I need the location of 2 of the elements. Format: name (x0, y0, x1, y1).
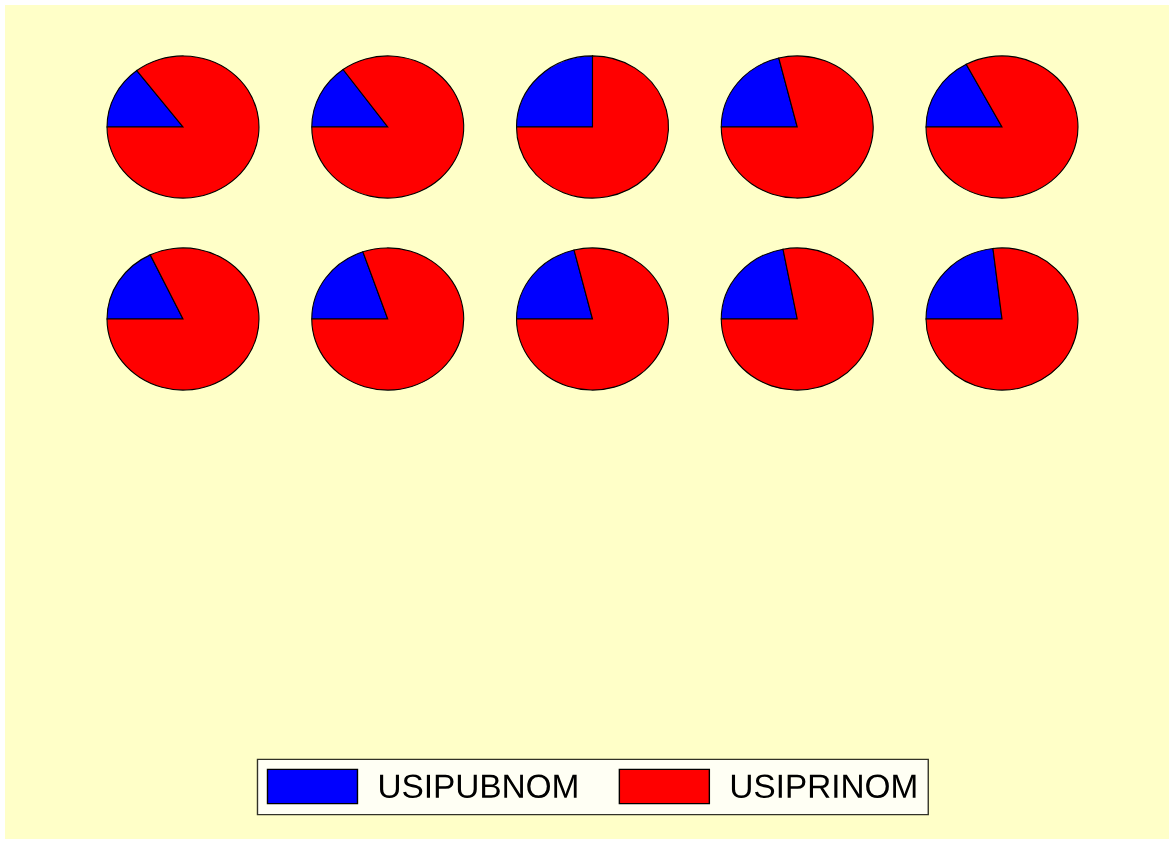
legend-label: USIPRINOM (731, 774, 916, 799)
legend-label: USIPUBNOM (380, 774, 577, 799)
